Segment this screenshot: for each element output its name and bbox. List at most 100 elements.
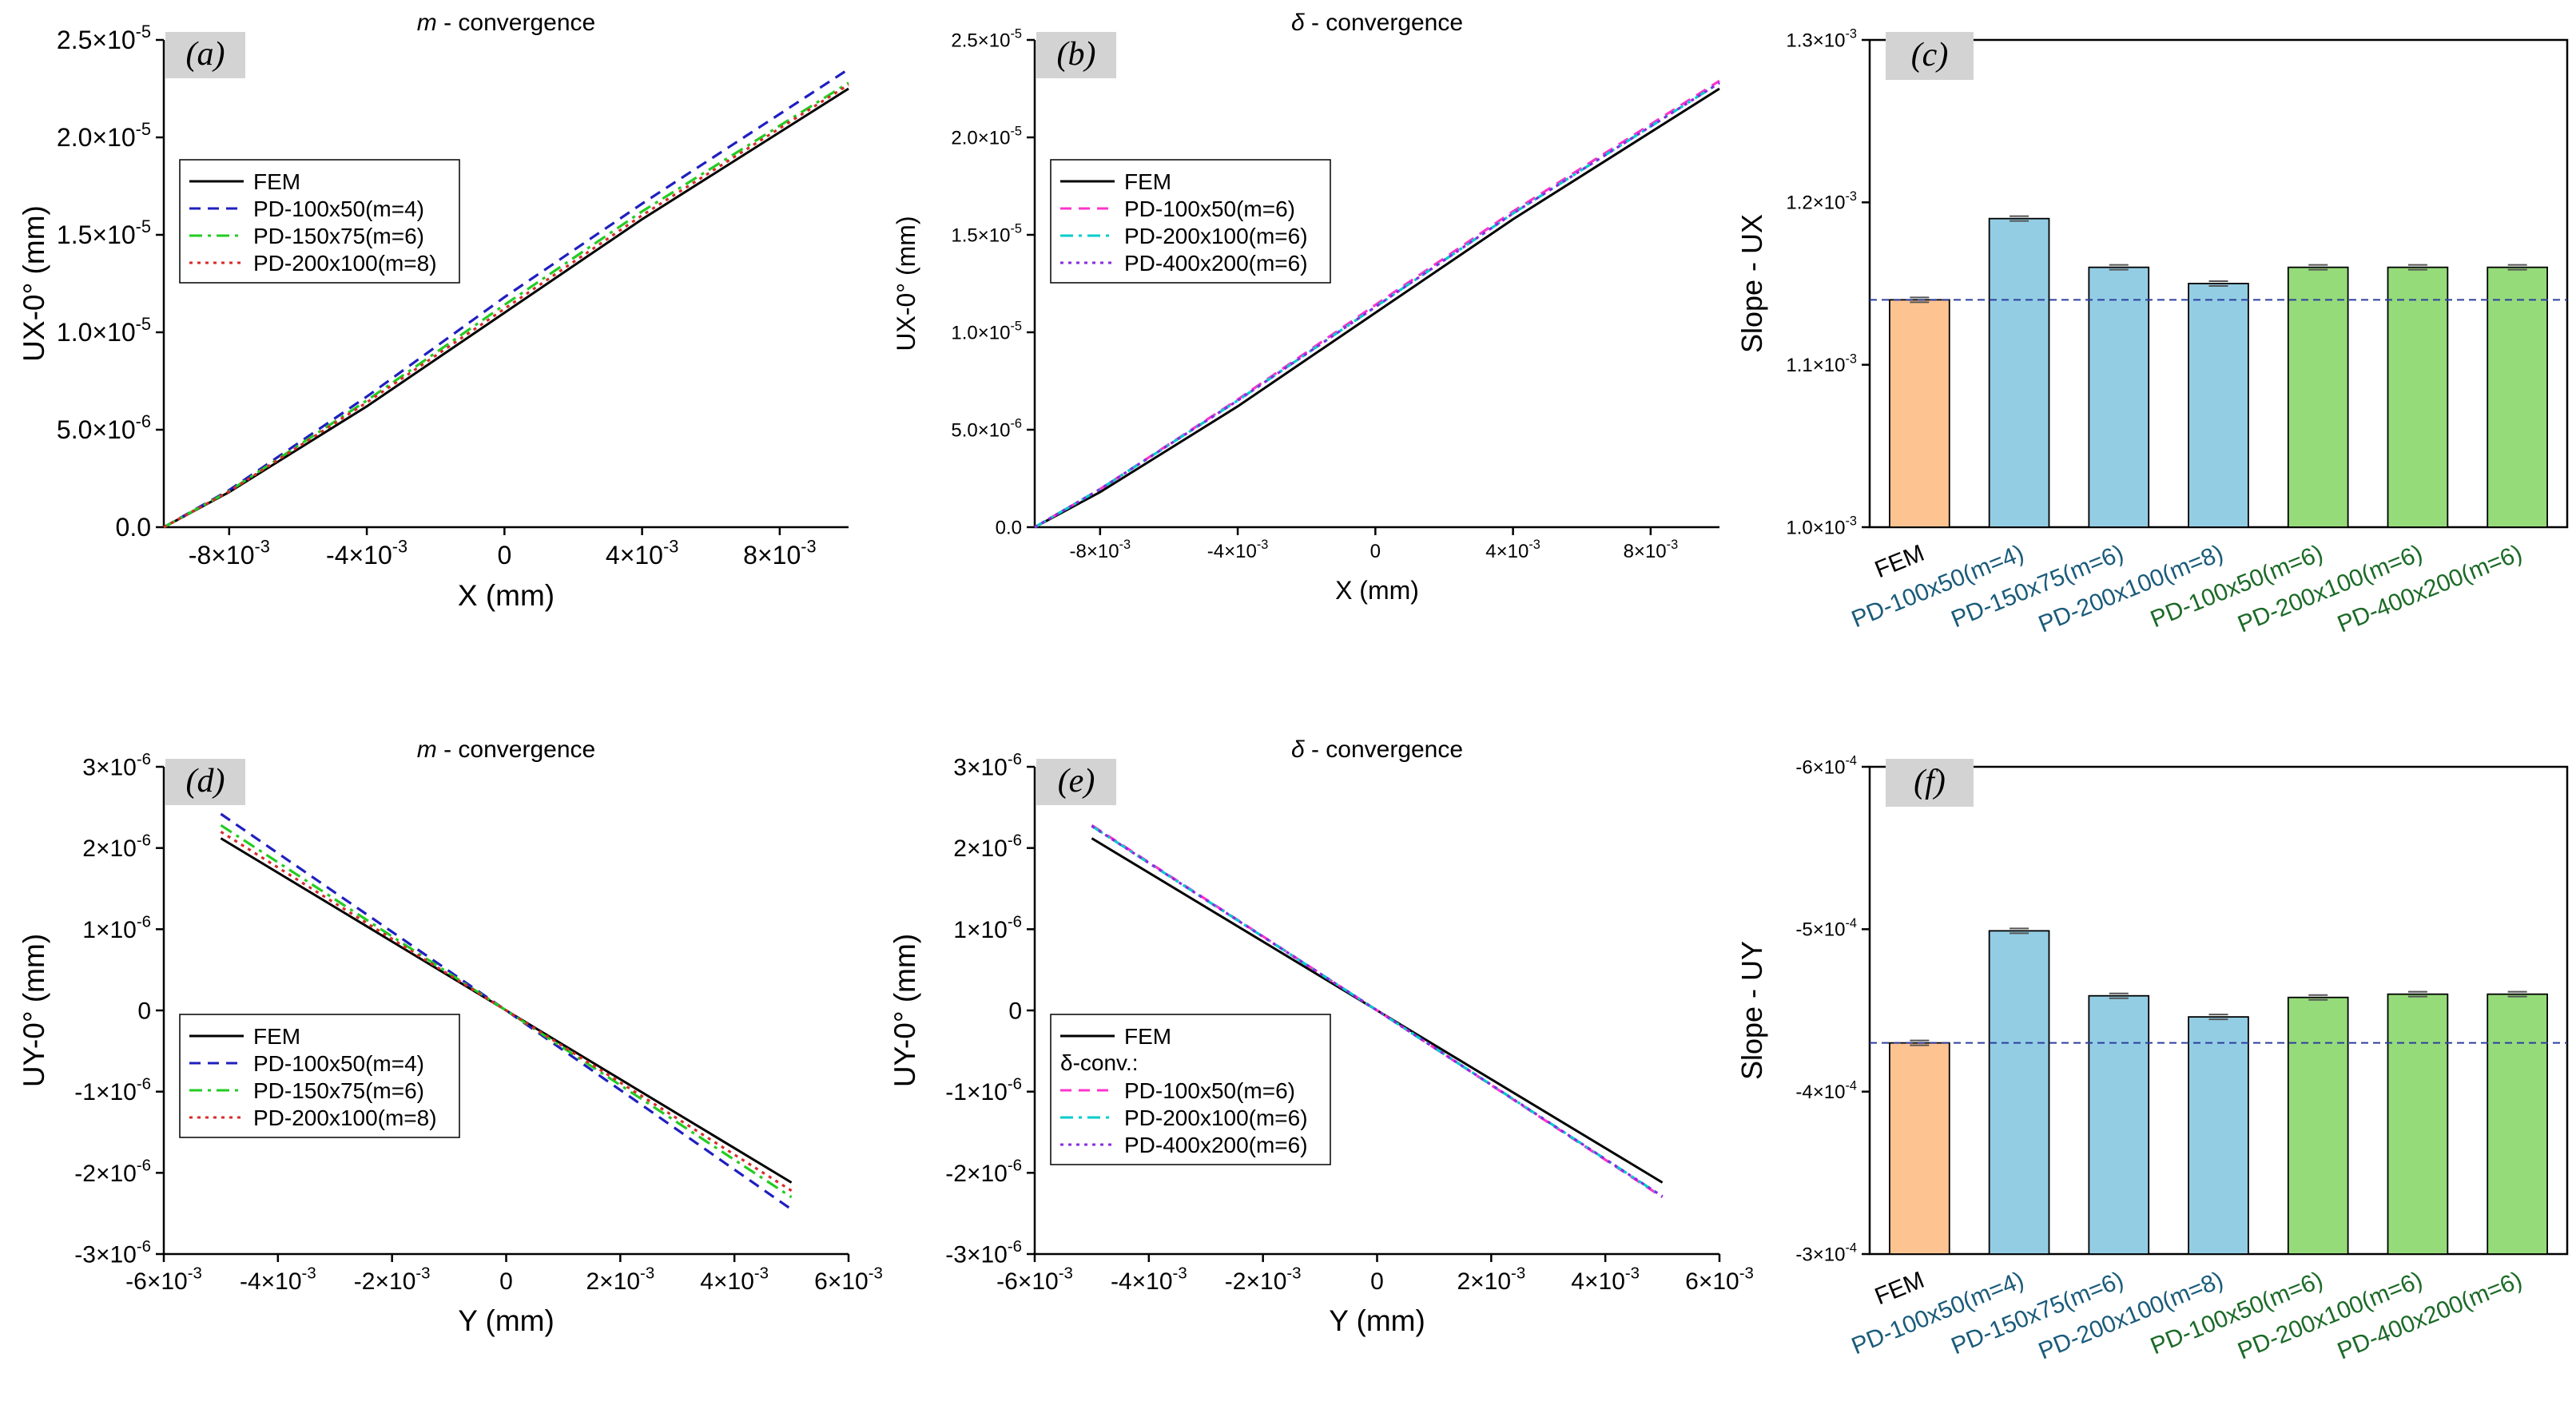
y-tick-label: 5.0×10-6 — [57, 411, 151, 444]
y-tick-label: 1.5×10-5 — [951, 222, 1022, 247]
x-tick-label-base: ×10 — [620, 541, 663, 570]
y-tick-label-base: ×10 — [96, 835, 137, 862]
x-tick-label-mantissa: 4 — [700, 1268, 714, 1295]
y-tick-label: -3×10-6 — [74, 1238, 151, 1268]
x-tick-label-mantissa: 6 — [1685, 1268, 1699, 1295]
series-line-1 — [163, 68, 849, 529]
y-tick-label: 1.5×10-5 — [57, 216, 151, 249]
legend-entry-1: PD-100x50(m=6) — [1124, 196, 1295, 221]
x-tick-label: 4×10-3 — [606, 537, 678, 570]
y-tick-label-mantissa: -3 — [74, 1242, 96, 1268]
chart-title: m - convergence — [417, 10, 595, 36]
bar-0 — [1889, 299, 1950, 528]
y-axis-label: UX-0° (mm) — [18, 205, 50, 362]
x-tick-label-mantissa: 4 — [1571, 1268, 1584, 1295]
x-tick-label-mantissa: -4 — [326, 541, 348, 570]
x-tick-label-exponent: -3 — [663, 537, 678, 557]
x-tick-label-base: ×10 — [1497, 541, 1529, 562]
y-tick-label-base: ×10 — [967, 1161, 1008, 1187]
y-tick-label-base: ×10 — [967, 755, 1008, 781]
x-tick-label: 8×10-3 — [743, 537, 816, 570]
y-tick-label-base: ×10 — [1813, 756, 1846, 778]
x-tick-label-base: ×10 — [1584, 1268, 1625, 1295]
y-tick-label-mantissa: 0 — [1008, 998, 1022, 1025]
y-tick-label-exponent: -5 — [1010, 222, 1022, 236]
legend-subheading: δ-conv.: — [1060, 1050, 1139, 1075]
y-axis-label: Slope - UX — [1735, 214, 1768, 353]
y-tick-label-exponent: -6 — [137, 1238, 151, 1256]
legend-entry-3: PD-200x100(m=8) — [253, 251, 437, 276]
x-tick-label: 2×10-3 — [1457, 1265, 1525, 1296]
x-tick-label-mantissa: 8 — [743, 541, 757, 570]
y-tick-label-mantissa: 0 — [137, 998, 151, 1025]
x-tick-label-exponent: -3 — [255, 537, 270, 557]
chart-title-text: - convergence — [1305, 736, 1463, 763]
x-tick-label: 8×10-3 — [1624, 538, 1679, 562]
y-tick-label: -2×10-6 — [74, 1157, 151, 1187]
bar-0 — [1889, 1042, 1950, 1255]
y-tick-label-exponent: -6 — [137, 1076, 151, 1093]
legend-entry-3: PD-400x200(m=6) — [1124, 1133, 1308, 1157]
series-line-1 — [1034, 79, 1720, 529]
series-line-3 — [163, 83, 849, 529]
y-tick-label-mantissa: 2.5 — [57, 26, 92, 54]
y-tick-label: 3×10-6 — [953, 751, 1022, 781]
y-tick-label-exponent: -6 — [137, 751, 151, 768]
y-tick-label-base: ×10 — [92, 123, 135, 152]
y-axis-label: UX-0° (mm) — [892, 216, 920, 351]
bar-5 — [2387, 266, 2449, 528]
y-tick-label-mantissa: 1.3 — [1786, 30, 1812, 51]
x-tick-label-mantissa: 8 — [1624, 541, 1634, 562]
x-tick-label-exponent: -3 — [1625, 1265, 1640, 1283]
y-tick-label-exponent: -6 — [1008, 1157, 1022, 1174]
y-tick-label-base: ×10 — [1813, 30, 1846, 51]
y-tick-label-exponent: -3 — [1845, 27, 1857, 42]
y-tick-label-base: ×10 — [967, 1079, 1008, 1105]
x-tick-label-exponent: -3 — [1286, 1265, 1301, 1283]
y-tick-label-base: ×10 — [978, 322, 1011, 343]
chart-title-symbol: δ — [1291, 736, 1305, 763]
y-tick-label-base: ×10 — [96, 1079, 137, 1105]
y-tick-label-mantissa: 5.0 — [951, 419, 977, 441]
panel-label: (a) — [186, 36, 225, 73]
y-tick-label-mantissa: -6 — [1795, 756, 1812, 778]
y-tick-label: 2.5×10-5 — [57, 22, 151, 54]
x-tick-label-mantissa: 4 — [606, 541, 620, 570]
x-tick-label: 0 — [1370, 541, 1381, 562]
x-tick-label-mantissa: 0 — [499, 1268, 513, 1295]
chart-panel-b: 0.05.0×10-61.0×10-51.5×10-52.0×10-52.5×1… — [892, 10, 1720, 605]
y-tick-label-base: ×10 — [92, 415, 135, 444]
x-tick-label: -6×10-3 — [125, 1265, 202, 1296]
y-tick-label-base: ×10 — [96, 755, 137, 781]
y-tick-label-base: ×10 — [978, 127, 1011, 149]
x-tick-label-mantissa: -8 — [189, 541, 211, 570]
y-tick-label: 0 — [1008, 998, 1022, 1025]
panel-label: (c) — [1911, 37, 1949, 73]
legend-entry-1: PD-100x50(m=4) — [253, 1051, 424, 1076]
x-tick-label: -4×10-3 — [240, 1265, 316, 1296]
x-tick-label-mantissa: -6 — [125, 1268, 147, 1295]
legend-entry-2: PD-200x100(m=6) — [1124, 224, 1308, 248]
y-tick-label-mantissa: 5.0 — [57, 415, 92, 444]
y-tick-label-mantissa: 0.0 — [116, 513, 151, 542]
x-tick-label: 4×10-3 — [1571, 1265, 1640, 1296]
bar-3 — [2188, 283, 2249, 528]
y-tick-label-base: ×10 — [92, 220, 135, 249]
y-tick-label-mantissa: 1.0 — [57, 318, 92, 347]
y-tick-label-exponent: -6 — [1010, 417, 1022, 431]
y-tick-label: -6×10-4 — [1795, 754, 1857, 779]
series-line-0 — [1034, 87, 1720, 529]
y-tick-label-exponent: -6 — [1008, 832, 1022, 850]
x-tick-label-mantissa: -2 — [1225, 1268, 1246, 1295]
legend-entry-0: FEM — [1124, 169, 1171, 194]
x-tick-label-base: ×10 — [211, 541, 254, 570]
y-tick-label-mantissa: -3 — [945, 1242, 967, 1268]
y-tick-label-base: ×10 — [1813, 192, 1846, 214]
y-tick-label: -1×10-6 — [74, 1076, 151, 1106]
y-tick-label-exponent: -6 — [137, 832, 151, 850]
panel-label-box — [165, 32, 245, 78]
y-tick-label-base: ×10 — [978, 419, 1011, 441]
y-tick-label-mantissa: -2 — [74, 1161, 96, 1187]
panel-label-box — [165, 759, 245, 805]
x-tick-label-exponent: -3 — [754, 1265, 769, 1283]
